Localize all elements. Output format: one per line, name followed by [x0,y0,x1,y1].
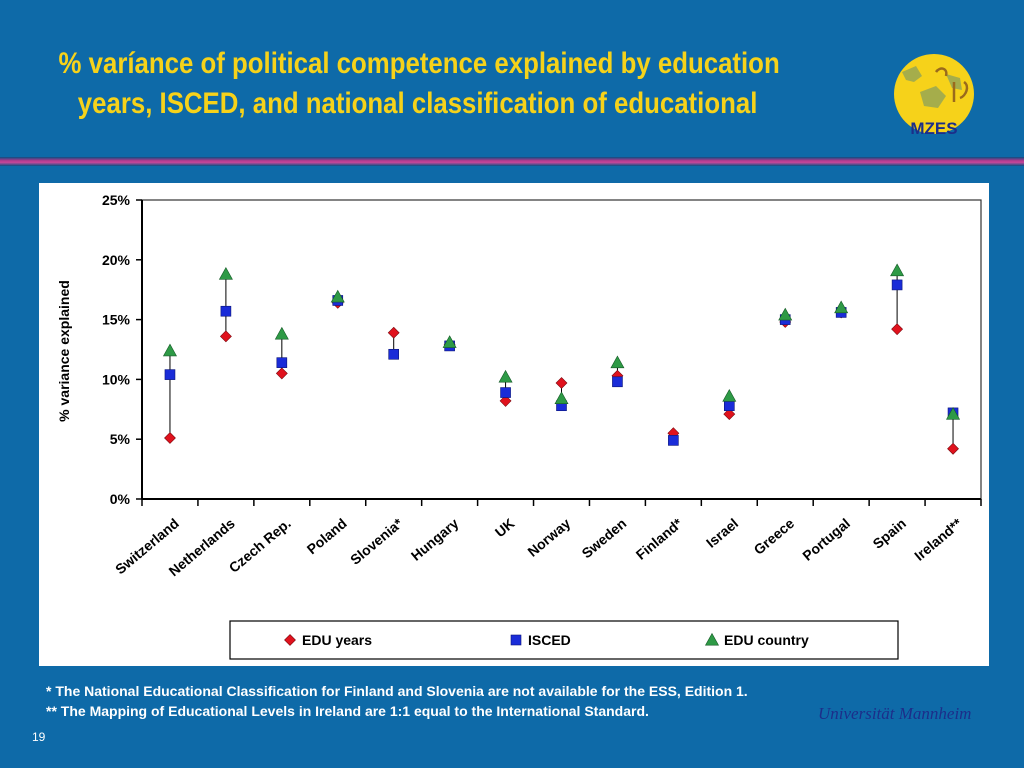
edu-years-point [164,432,176,444]
x-tick-label: UK [492,515,518,540]
chart-svg: 0%5%10%15%20%25% SwitzerlandNetherlandsC… [56,192,982,660]
isced-point [612,376,623,388]
legend-isced-marker [510,634,522,646]
edu-country-point [722,389,737,402]
chart-panel: 0% 5% 10% 15% 20% 25% Switzerland Netherlands C… [39,183,989,666]
edu-country-point [330,289,345,303]
isced-point [500,387,511,398]
y-axis-label: % variance explained [56,280,72,422]
edu-years-point [947,442,959,455]
title-line-2: years, ISCED, and national classificatio… [77,87,758,120]
edu-years-point [891,323,904,336]
logo-disc [894,54,974,134]
title-line-1: % varíance of political competence expla… [58,47,780,80]
x-tick-label: Finland* [633,515,686,563]
edu-country-point [218,267,233,280]
legend-isced-label: ISCED [528,632,571,648]
edu-country-point [274,326,289,340]
x-tick-label: Greece [751,515,798,558]
x-tick-label: Spain [870,515,909,552]
x-tick-label: Israel [703,515,741,551]
x-tick-label: Hungary [408,515,462,564]
y-tick-label: 20% [102,252,131,268]
x-tick-label: Czech Rep. [226,515,294,576]
y-tick-label: 0% [110,491,131,507]
legend: EDU years ISCED EDU country [229,620,899,660]
legend-edu-years-label: EDU years [302,632,372,648]
x-tick-label: Sweden [579,515,630,561]
y-tick-label: 10% [102,371,131,387]
legend-edu-country-label: EDU country [724,632,809,648]
edu-country-point [610,355,625,369]
x-tick-label: Poland [304,515,350,557]
edu-country-point [162,343,177,357]
edu-years-point [387,326,400,339]
y-tick-label: 5% [110,431,131,447]
logo-text: MZES [910,119,957,138]
edu-country-point [778,307,793,321]
isced-point [164,369,176,380]
edu-country-point [498,369,513,383]
edu-country-point [946,406,961,420]
isced-point [220,305,232,317]
slide-title: % varíance of political competence expla… [58,44,780,124]
legend-edu-years-marker [284,634,296,646]
edu-country-point [890,263,905,277]
footnote-2: ** The Mapping of Educational Levels in … [46,703,649,719]
edu-years-point [555,377,568,389]
x-tick-label: Portugal [799,515,853,564]
university-name: Universität Mannheim [818,704,972,723]
title-divider [0,157,1024,166]
isced-point [668,435,679,446]
legend-edu-country-marker [704,632,720,646]
y-tick-label: 15% [102,312,131,328]
legend-box [229,620,899,660]
page-number: 19 [32,730,46,744]
footnote-1: * The National Educational Classificatio… [46,683,748,699]
mzes-logo: MZES [894,54,974,138]
x-tick-label: Ireland** [911,515,965,564]
x-tick-label: Slovenia* [347,515,406,568]
y-tick-label: 25% [102,192,131,208]
plot-frame [141,199,982,500]
isced-point [891,279,903,291]
edu-country-point [442,335,457,348]
edu-country-point [554,391,569,405]
isced-point [276,357,288,368]
isced-point [388,348,400,360]
edu-years-point [219,330,232,343]
edu-years-point [723,408,736,421]
edu-years-point [275,367,288,380]
x-tick-label: Norway [524,515,573,560]
isced-point [723,400,735,412]
edu-years-point [499,395,512,407]
edu-country-point [834,300,849,314]
